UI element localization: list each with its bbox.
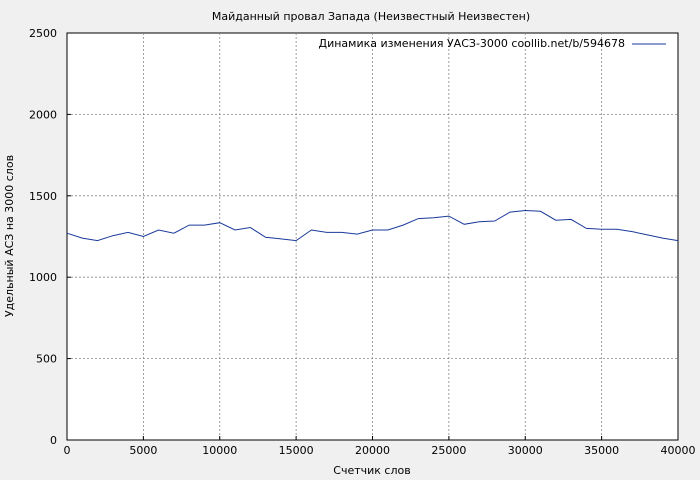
x-tick-label: 35000	[584, 444, 619, 457]
x-tick-label: 15000	[279, 444, 314, 457]
x-tick-label: 40000	[661, 444, 696, 457]
x-tick-label: 10000	[202, 444, 237, 457]
plot-area	[66, 32, 679, 441]
grid	[67, 33, 678, 440]
x-axis-label: Счетчик слов	[333, 464, 410, 477]
y-tick-label: 1500	[29, 190, 57, 203]
y-tick-label: 500	[36, 353, 57, 366]
legend: Динамика изменения УАСЗ-3000 coollib.net…	[319, 37, 666, 50]
series-group	[66, 209, 679, 242]
y-tick-label: 2000	[29, 108, 57, 121]
x-tick-label: 5000	[129, 444, 157, 457]
y-axis-label: Удельный АСЗ на 3000 слов	[3, 155, 16, 317]
x-tick-label: 20000	[355, 444, 390, 457]
y-tick-label: 0	[50, 434, 57, 447]
y-axis-ticks: 0 500 1000 1500 2000 2500	[29, 27, 71, 447]
x-tick-label: 25000	[431, 444, 466, 457]
y-tick-label: 2500	[29, 27, 57, 40]
x-tick-label: 30000	[508, 444, 543, 457]
x-tick-label: 0	[64, 444, 71, 457]
series-line	[66, 209, 679, 242]
y-tick-label: 1000	[29, 271, 57, 284]
x-axis-ticks: 0 5000 10000 15000 20000 25000 30000 35000 40000	[64, 436, 696, 457]
legend-label: Динамика изменения УАСЗ-3000 coollib.net…	[319, 37, 626, 50]
chart-title: Майданный провал Запада (Неизвестный Неи…	[212, 10, 530, 23]
